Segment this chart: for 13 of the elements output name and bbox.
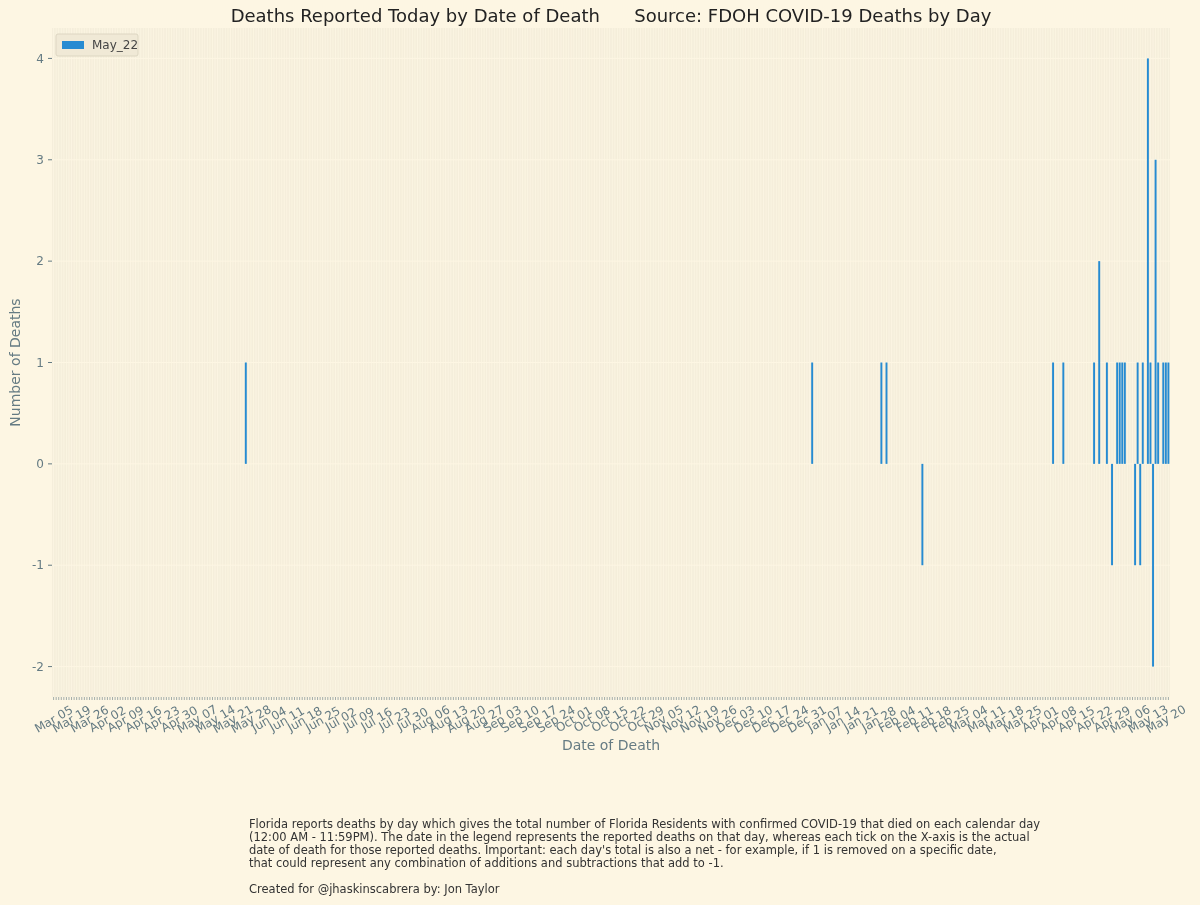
y-tick-label: 3 — [36, 152, 44, 167]
legend-label: May_22 — [92, 38, 139, 53]
y-tick-label: 2 — [36, 254, 44, 269]
text: Florida reports deaths by day which gives the total number of Florida Residents with confirmed COVID-19 that died on each calendar day (12:00 AM - 11:59PM). The date in the legend represents the reported deaths on that day, whereas each tick on the X-axis is the actual date of death for those reported deaths. Important: each day's total is also a net - for example, if 1 is removed on a specific date, that could represent any combination of additions and subtractions that add to -1. — [249, 817, 1041, 870]
chart-title: Deaths Reported Today by Date of Death Source: FDOH COVID-19 Deaths by Day — [230, 5, 992, 26]
x-axis-title: Date of Death — [561, 737, 661, 753]
y-tick-label: -2 — [32, 659, 44, 674]
y-tick-label: 0 — [36, 457, 44, 472]
y-axis-title: Number of Deaths — [7, 298, 23, 427]
y-tick-label: -1 — [32, 558, 44, 573]
text: Created for @jhaskinscabrera by: Jon Taylor — [249, 882, 500, 896]
y-tick-label: 4 — [36, 51, 44, 66]
y-tick-label: 1 — [36, 355, 44, 370]
